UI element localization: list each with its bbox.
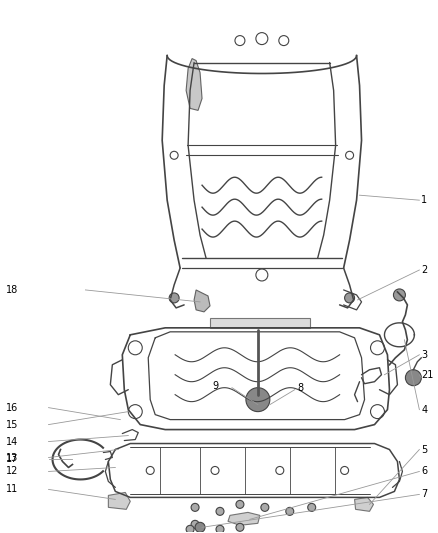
Polygon shape	[228, 512, 260, 526]
Text: 6: 6	[421, 466, 427, 477]
Text: 4: 4	[421, 405, 427, 415]
Polygon shape	[355, 497, 374, 511]
Text: 15: 15	[6, 419, 18, 430]
Circle shape	[393, 289, 406, 301]
Text: 14: 14	[6, 437, 18, 447]
Circle shape	[216, 526, 224, 533]
Text: 18: 18	[6, 285, 18, 295]
Circle shape	[195, 522, 205, 532]
Text: 8: 8	[298, 383, 304, 393]
Circle shape	[308, 503, 316, 511]
Polygon shape	[186, 59, 202, 110]
Polygon shape	[194, 290, 210, 312]
Circle shape	[345, 293, 355, 303]
Circle shape	[406, 370, 421, 386]
Text: 11: 11	[6, 484, 18, 495]
Text: 16: 16	[6, 402, 18, 413]
Text: 3: 3	[421, 350, 427, 360]
Circle shape	[246, 387, 270, 411]
Circle shape	[191, 503, 199, 511]
Text: 17: 17	[6, 455, 18, 464]
Text: 13: 13	[6, 453, 18, 463]
Circle shape	[286, 507, 294, 515]
Text: 7: 7	[421, 489, 427, 499]
Text: 5: 5	[421, 445, 427, 455]
Circle shape	[169, 293, 179, 303]
Circle shape	[191, 520, 199, 528]
Text: 21: 21	[421, 370, 434, 379]
Polygon shape	[210, 318, 310, 328]
Circle shape	[236, 500, 244, 508]
Text: 9: 9	[212, 381, 218, 391]
Circle shape	[236, 523, 244, 531]
Text: 12: 12	[6, 466, 18, 477]
Circle shape	[261, 503, 269, 511]
Text: 1: 1	[421, 195, 427, 205]
Polygon shape	[108, 492, 130, 510]
Circle shape	[186, 526, 194, 533]
Text: 2: 2	[421, 265, 427, 275]
Circle shape	[216, 507, 224, 515]
